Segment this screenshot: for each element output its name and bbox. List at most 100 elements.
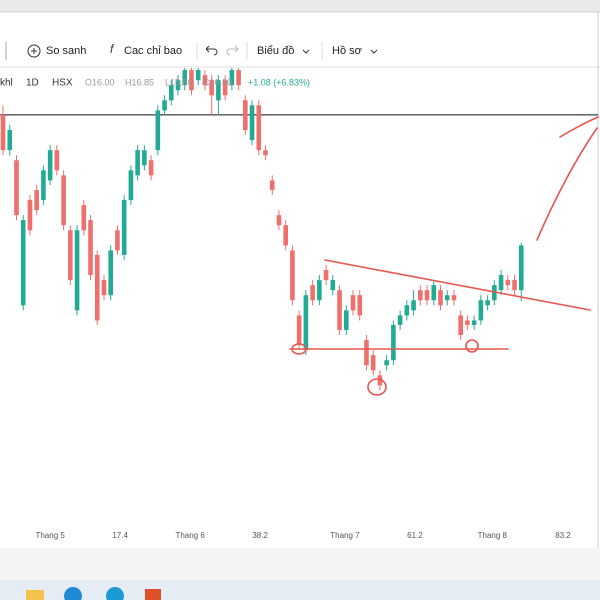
candle-body xyxy=(243,100,248,131)
compare-button[interactable]: So sanh xyxy=(46,45,86,57)
profile-button[interactable]: Hồ sơ xyxy=(332,45,362,57)
candle-body xyxy=(229,70,235,86)
candle-body xyxy=(88,220,93,276)
taskbar-icon[interactable] xyxy=(64,587,82,600)
x-tick-label: Thang 6 xyxy=(175,531,205,540)
candle-body xyxy=(377,375,383,386)
candle-body xyxy=(512,280,517,291)
legend-open: O16.00 xyxy=(85,77,115,87)
x-tick-label: 83.2 xyxy=(555,531,571,540)
chart-plot xyxy=(0,68,598,391)
candle-body xyxy=(263,150,268,156)
candle-body xyxy=(485,300,490,306)
candle-body xyxy=(0,114,6,151)
compare-icon-plus xyxy=(31,48,37,54)
taskbar-icon[interactable] xyxy=(26,590,44,600)
candle-body xyxy=(498,275,504,291)
candle-body xyxy=(14,160,19,216)
candle-body xyxy=(115,230,120,251)
candle-body xyxy=(216,80,221,101)
chart-type-button[interactable]: Biểu đồ xyxy=(257,45,294,57)
candle-body xyxy=(451,295,457,301)
indicators-button[interactable]: Cac chỉ bao xyxy=(124,45,182,57)
candle-body xyxy=(155,110,161,151)
candle-body xyxy=(505,280,511,286)
candle-body xyxy=(303,295,309,351)
x-tick-label: Thang 5 xyxy=(35,531,65,540)
candle-body xyxy=(81,205,87,231)
x-tick-label: 61.2 xyxy=(407,531,423,540)
candle-body xyxy=(61,175,66,226)
compare-icon[interactable] xyxy=(27,44,41,58)
candle-body xyxy=(465,320,470,325)
candle-body xyxy=(101,280,107,296)
x-axis: Thang 5 17.4 Thang 6 38.2 Thang 7 61.2 Thang 8… xyxy=(35,531,571,540)
annotation-circle xyxy=(367,378,387,396)
candle-body xyxy=(256,105,262,151)
candle-body xyxy=(444,295,450,301)
chevron xyxy=(370,49,378,54)
candle-body xyxy=(310,285,315,301)
candle-body xyxy=(142,150,147,166)
candle-body xyxy=(94,254,100,321)
candle-body xyxy=(209,80,214,96)
legend-low: L15.80 xyxy=(165,77,193,87)
candle-body xyxy=(330,280,336,291)
below-chart xyxy=(0,548,600,580)
indicators-icon: f xyxy=(110,42,115,56)
candle-body xyxy=(431,285,437,301)
candle-body xyxy=(357,295,363,316)
undo-button[interactable] xyxy=(205,45,218,56)
candle-body xyxy=(74,230,80,311)
candle-body xyxy=(68,230,73,281)
candle-body xyxy=(518,245,524,291)
candle-body xyxy=(411,300,416,311)
candle-body xyxy=(418,290,423,301)
x-tick-label: Thang 7 xyxy=(330,531,360,540)
candle-body xyxy=(195,70,201,81)
x-tick-label: 38.2 xyxy=(252,531,268,540)
redo-button[interactable] xyxy=(226,45,239,56)
candle-body xyxy=(290,250,295,301)
candle-body xyxy=(202,75,208,86)
candle-body xyxy=(189,70,194,91)
candle-body xyxy=(249,105,255,141)
chevron xyxy=(302,49,310,54)
candle-body xyxy=(458,315,463,335)
taskbar-icon[interactable] xyxy=(145,589,161,600)
window-top xyxy=(0,0,600,12)
candle-body xyxy=(135,150,140,176)
annotation-circle xyxy=(465,339,479,353)
candle-body xyxy=(148,160,154,176)
candle-body xyxy=(391,324,396,361)
legend-high: H16.85 xyxy=(125,77,154,87)
candle-body xyxy=(27,200,33,231)
candle-body xyxy=(175,80,181,91)
candle-body xyxy=(337,290,342,330)
symbol: khl xyxy=(0,78,13,89)
candle-body xyxy=(162,100,167,111)
candle-body xyxy=(424,290,430,301)
candle-body xyxy=(41,170,46,201)
candle-body xyxy=(323,270,329,281)
candle-body xyxy=(276,215,282,226)
candle-body xyxy=(20,220,26,306)
candle-body xyxy=(384,360,389,366)
candle-body xyxy=(222,80,228,96)
candle-body xyxy=(438,290,443,306)
candle-body xyxy=(269,180,275,190)
candle-body xyxy=(7,130,13,151)
candle-body xyxy=(343,310,349,330)
x-tick-label: 17.4 xyxy=(112,531,128,540)
candle-body xyxy=(350,295,356,311)
candle-body xyxy=(397,315,403,325)
taskbar-icon[interactable] xyxy=(106,587,124,600)
annotation-arrow xyxy=(536,116,599,241)
candle-body xyxy=(471,320,477,325)
candle-body xyxy=(296,315,302,346)
candle-body xyxy=(108,250,114,296)
candle-body xyxy=(370,355,376,371)
candle-body xyxy=(128,170,134,201)
candle-body xyxy=(404,305,410,316)
